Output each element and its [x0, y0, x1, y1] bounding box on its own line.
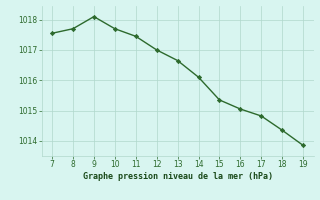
- X-axis label: Graphe pression niveau de la mer (hPa): Graphe pression niveau de la mer (hPa): [83, 172, 273, 181]
